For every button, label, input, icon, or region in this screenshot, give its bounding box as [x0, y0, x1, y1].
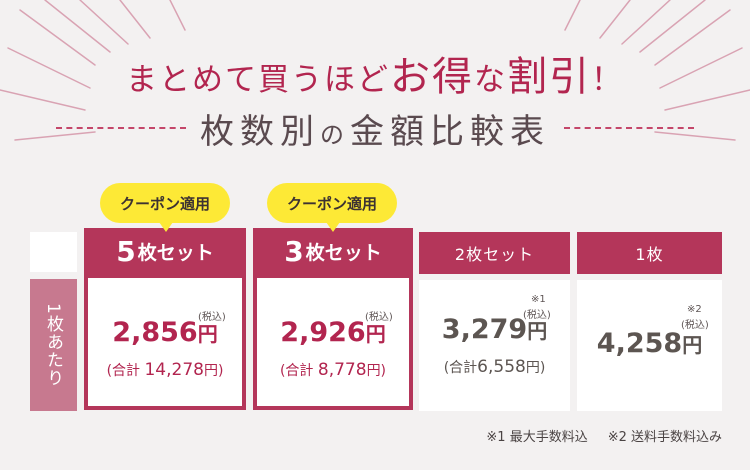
total-price: (合計 14,278円): [106, 360, 224, 380]
price-cell-2-set: ※1 (税込) 3,279円 (合計6,558円): [419, 280, 570, 411]
subtitle-row: 枚数別の金額比較表: [0, 104, 750, 152]
headline-part3: 得: [432, 54, 474, 100]
total-price: (合計6,558円): [443, 357, 546, 377]
headline: まとめて買うほどお得な割引！: [0, 44, 750, 102]
left-dashed-rule: [56, 127, 186, 129]
headline-part5: 割引: [507, 54, 591, 100]
total-price: (合計 8,778円): [279, 360, 387, 380]
header-2-set: 2枚セット: [419, 232, 570, 274]
footnote-mark-1: ※1: [531, 294, 546, 305]
footnote-mark-2: ※2: [687, 304, 702, 315]
tax-note: (税込): [523, 310, 551, 321]
price-cell-1-piece: ※2 (税込) 4,258円: [577, 280, 722, 411]
coupon-badge-5-set: クーポン適用: [100, 183, 230, 232]
header-5-set: 5 枚セット: [84, 228, 246, 274]
unit-price: 2,856円: [112, 317, 218, 348]
unit-price: 4,258円: [596, 328, 703, 359]
tax-note: (税込): [365, 312, 393, 323]
headline-part1: まとめて買うほど: [126, 62, 390, 98]
subtitle: 枚数別の金額比較表: [200, 111, 550, 152]
table-corner-blank: [30, 232, 77, 272]
tax-note: (税込): [681, 320, 709, 331]
unit-price: 2,926円: [280, 317, 386, 348]
footnote-1: ※1 最大手数料込: [486, 430, 588, 445]
headline-part4: な: [474, 62, 507, 98]
price-cell-5-set: (税込) 2,856円 (合計 14,278円): [84, 274, 246, 410]
price-cell-3-set: (税込) 2,926円 (合計 8,778円): [253, 274, 413, 410]
footnote-2: ※2 送料手数料込み: [607, 430, 722, 445]
per-piece-label: 1枚あたり: [30, 279, 77, 411]
footnotes: ※1 最大手数料込 ※2 送料手数料込み: [0, 426, 722, 445]
header-1-piece: 1枚: [577, 232, 722, 274]
unit-price: 3,279円: [441, 314, 548, 345]
tax-note: (税込): [198, 312, 226, 323]
header-3-set: 3 枚セット: [253, 228, 413, 274]
headline-part2: お: [390, 54, 432, 100]
headline-part6: ！: [591, 62, 624, 98]
coupon-badge-3-set: クーポン適用: [267, 183, 397, 232]
right-dashed-rule: [564, 127, 694, 129]
